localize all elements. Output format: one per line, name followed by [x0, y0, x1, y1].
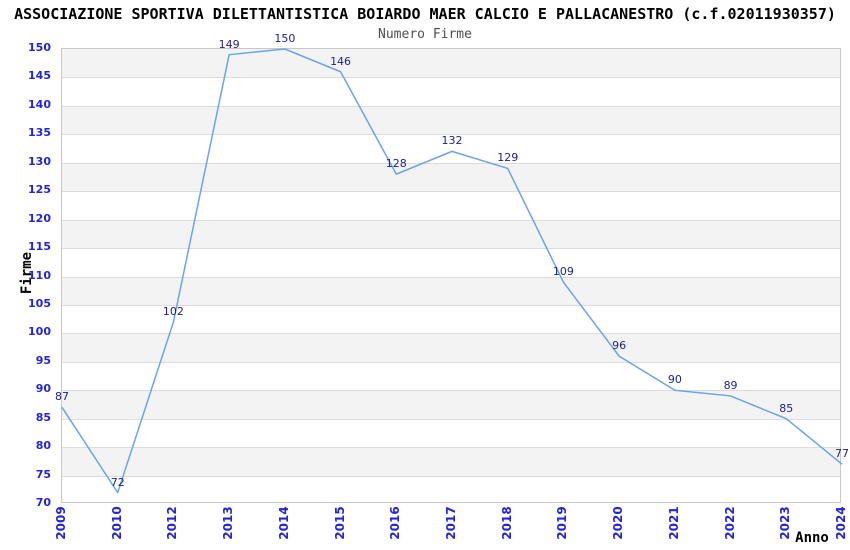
- gridline: [62, 162, 840, 164]
- gridline: [62, 418, 840, 420]
- y-tick-label: 140: [28, 97, 51, 111]
- x-tick-label: 2019: [555, 506, 570, 540]
- y-tick-label: 145: [28, 69, 51, 83]
- y-tick-label: 130: [28, 154, 51, 168]
- line-path: [61, 48, 843, 494]
- y-tick-label: 80: [35, 439, 51, 453]
- y-tick-label: 125: [28, 183, 51, 197]
- y-tick-label: 150: [28, 41, 51, 54]
- y-tick-label: 85: [35, 410, 51, 424]
- grid-band: [62, 105, 840, 135]
- y-tick-label: 95: [35, 353, 51, 367]
- x-tick-label: 2021: [666, 506, 681, 540]
- grid-band: [62, 333, 840, 362]
- data-point-label: 85: [779, 401, 794, 415]
- data-point-label: 72: [110, 475, 125, 489]
- gridline: [62, 361, 840, 363]
- data-point-label: 132: [441, 134, 463, 148]
- data-point-label: 87: [55, 390, 69, 404]
- data-point-label: 109: [552, 265, 574, 279]
- gridline: [62, 475, 840, 477]
- x-tick-label: 2013: [221, 506, 236, 540]
- y-tick-label: 120: [28, 211, 51, 225]
- grid-band: [62, 162, 840, 192]
- data-point-label: 77: [835, 447, 849, 461]
- y-tick-label: 105: [28, 296, 51, 310]
- grid-band: [62, 390, 840, 419]
- gridline: [62, 105, 840, 107]
- gridline: [62, 333, 840, 335]
- gridline: [62, 276, 840, 278]
- data-point-label: 129: [497, 151, 519, 165]
- data-point-label: 96: [612, 339, 627, 353]
- gridline: [62, 77, 840, 79]
- data-point-label: 128: [385, 157, 407, 171]
- grid-band: [62, 276, 840, 305]
- chart-subtitle: Numero Firme: [378, 27, 472, 42]
- y-tick-label: 75: [35, 467, 51, 481]
- data-point-label: 146: [330, 54, 352, 68]
- x-tick-label: 2016: [388, 506, 403, 540]
- x-tick-label: 2014: [276, 506, 291, 540]
- y-tick-label: 115: [28, 240, 51, 254]
- x-tick-label: 2009: [54, 506, 68, 540]
- y-tick-label: 135: [28, 126, 51, 140]
- data-point-label: 89: [723, 378, 738, 392]
- line-series: [61, 48, 843, 494]
- data-point-label: 150: [274, 32, 296, 45]
- grid-band: [62, 49, 840, 78]
- x-axis-title: Anno: [795, 530, 829, 546]
- y-tick-label: 70: [35, 496, 51, 509]
- y-tick-label: 100: [28, 325, 51, 339]
- data-point-label: 102: [162, 305, 184, 318]
- gridline: [62, 304, 840, 306]
- x-tick-label: 2024: [834, 506, 848, 540]
- x-tick-label: 2022: [722, 506, 737, 540]
- gridline: [62, 219, 840, 221]
- chart-title: ASSOCIAZIONE SPORTIVA DILETTANTISTICA BO…: [14, 5, 836, 23]
- x-tick-label: 2018: [499, 506, 514, 540]
- x-tick-label: 2012: [165, 506, 180, 540]
- data-point-label: 149: [218, 37, 240, 51]
- grid-band: [62, 447, 840, 476]
- y-tick-label: 90: [35, 382, 51, 396]
- x-tick-label: 2010: [109, 506, 124, 540]
- data-point-label: 90: [667, 373, 682, 387]
- y-tick-label: 110: [28, 268, 51, 282]
- gridline: [62, 248, 840, 250]
- x-tick-label: 2020: [611, 506, 626, 540]
- gridline: [62, 134, 840, 136]
- gridline: [62, 447, 840, 449]
- x-tick-label: 2017: [444, 506, 458, 540]
- gridline: [62, 390, 840, 392]
- plot-area: 87 72 102 149 150 146 128 132 129 109 96 90 89 85 77: [55, 32, 849, 503]
- gridline: [62, 191, 840, 193]
- x-tick-label: 2023: [778, 506, 793, 540]
- x-tick-label: 2015: [332, 506, 347, 540]
